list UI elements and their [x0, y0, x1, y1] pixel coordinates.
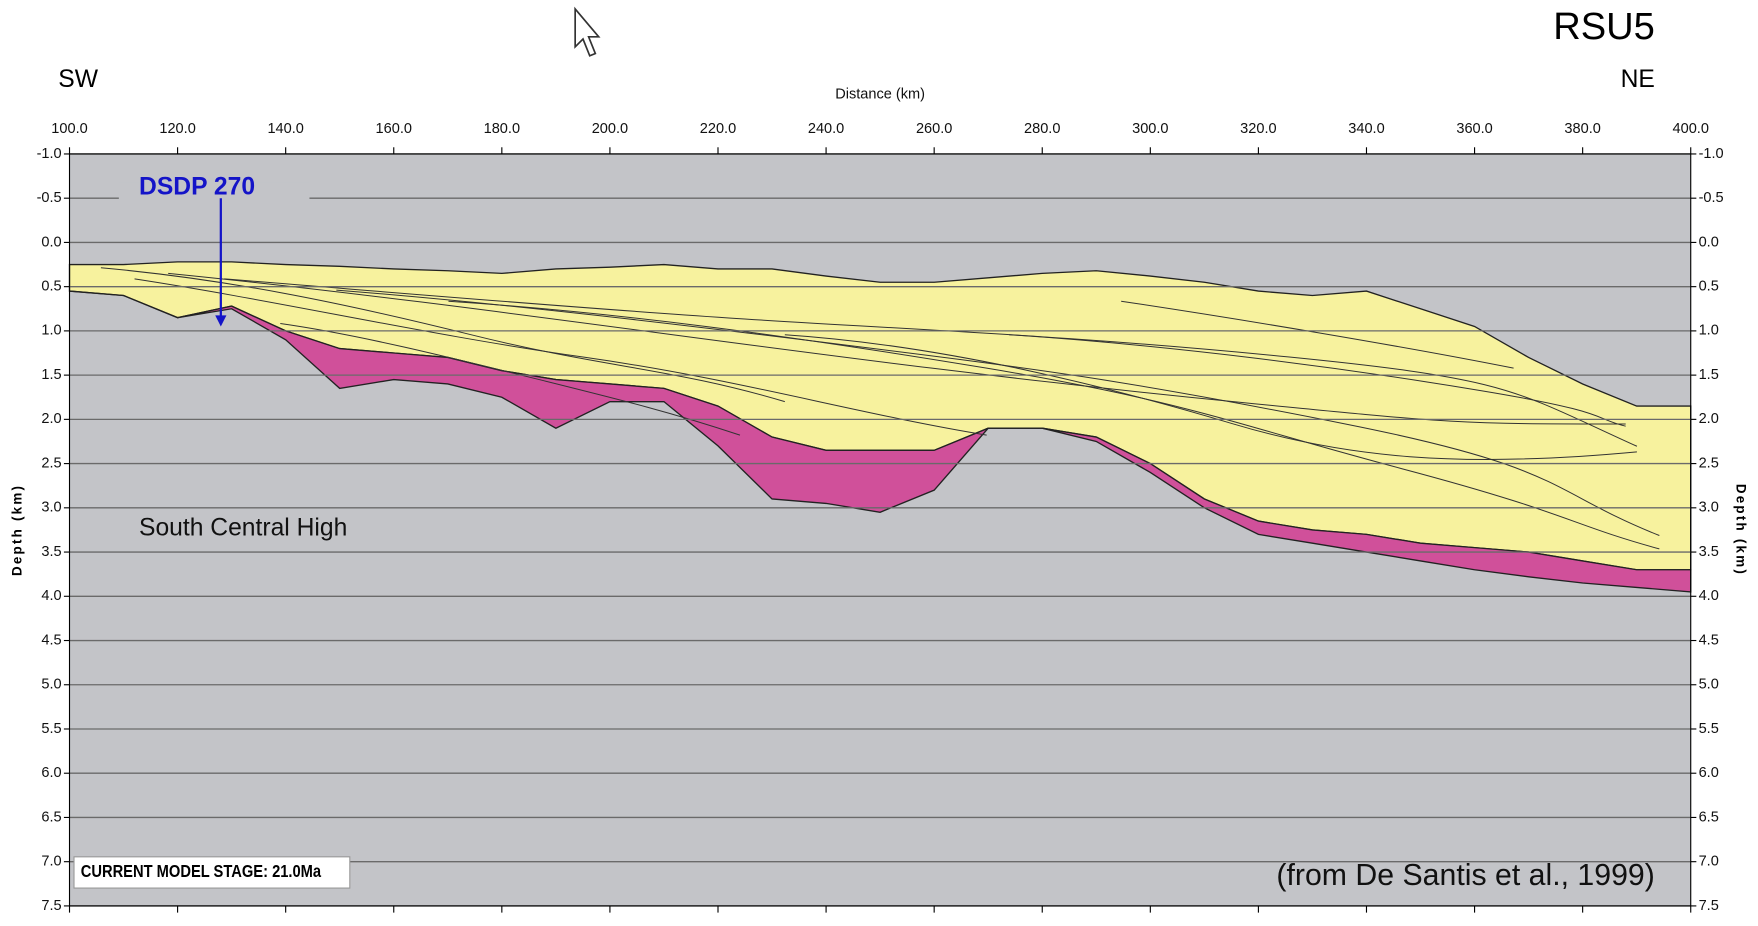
- y-tick-label-right: -1.0: [1699, 146, 1724, 162]
- y-tick-label-right: 2.0: [1699, 411, 1719, 427]
- y-tick-label: 2.0: [41, 411, 61, 427]
- x-tick-label: 280.0: [1024, 121, 1060, 137]
- y-tick-label-right: 3.0: [1699, 500, 1719, 516]
- x-tick-label: 320.0: [1240, 121, 1276, 137]
- y-tick-label: -0.5: [37, 190, 62, 206]
- y-tick-label-right: 4.0: [1699, 588, 1719, 604]
- y-tick-label-right: 4.5: [1699, 632, 1719, 648]
- x-tick-label: 160.0: [376, 121, 412, 137]
- x-tick-label: 200.0: [592, 121, 628, 137]
- x-tick-label: 340.0: [1348, 121, 1384, 137]
- x-tick-label: 240.0: [808, 121, 844, 137]
- x-tick-label: 120.0: [159, 121, 195, 137]
- y-tick-label-right: 7.5: [1699, 898, 1719, 914]
- y-tick-label: 4.0: [41, 588, 61, 604]
- chart-title: RSU5: [1553, 6, 1655, 48]
- y-tick-label: 6.0: [41, 765, 61, 781]
- well-label: DSDP 270: [139, 174, 255, 201]
- y-tick-label-right: 0.0: [1699, 234, 1719, 250]
- y-tick-label-right: 5.5: [1699, 721, 1719, 737]
- y-tick-label-right: 0.5: [1699, 279, 1719, 295]
- y-tick-label-right: 5.0: [1699, 677, 1719, 693]
- y-tick-label-right: -0.5: [1699, 190, 1724, 206]
- mouse-cursor: [575, 9, 599, 56]
- y-tick-label: 4.5: [41, 632, 61, 648]
- x-tick-label: 300.0: [1132, 121, 1168, 137]
- plot-area: -1.0 -1.0 -0.5 -0.5 0.0 0.0 0.5 0.5 1.0 1.0 1.5 1.5…: [37, 121, 1724, 913]
- y-axis-label-right: Depth (km): [1733, 484, 1748, 576]
- y-tick-label: 0.5: [41, 279, 61, 295]
- source-note: (from De Santis et al., 1999): [1276, 859, 1654, 892]
- y-tick-label: 7.5: [41, 898, 61, 914]
- stage-label: CURRENT MODEL STAGE: 21.0Ma: [81, 862, 322, 882]
- chart: RSU5 SW NE Distance (km) Depth (km) Dept…: [0, 0, 1758, 926]
- x-tick-label: 380.0: [1564, 121, 1600, 137]
- x-tick-label: 180.0: [484, 121, 520, 137]
- x-tick-label: 220.0: [700, 121, 736, 137]
- y-tick-label: 2.5: [41, 455, 61, 471]
- y-axis-label: Depth (km): [9, 484, 24, 576]
- y-tick-label: 6.5: [41, 809, 61, 825]
- x-tick-label: 260.0: [916, 121, 952, 137]
- y-tick-label-right: 6.5: [1699, 809, 1719, 825]
- x-tick-label: 360.0: [1456, 121, 1492, 137]
- y-tick-label-right: 2.5: [1699, 455, 1719, 471]
- y-tick-label: 7.0: [41, 854, 61, 870]
- x-tick-label: 140.0: [267, 121, 303, 137]
- right-direction: NE: [1621, 66, 1655, 93]
- y-tick-label: 1.0: [41, 323, 61, 339]
- y-tick-label: 3.0: [41, 500, 61, 516]
- x-axis-label: Distance (km): [835, 87, 925, 103]
- y-tick-label-right: 1.5: [1699, 367, 1719, 383]
- x-tick-label: 400.0: [1673, 121, 1709, 137]
- y-tick-label: 1.5: [41, 367, 61, 383]
- y-tick-label: 5.5: [41, 721, 61, 737]
- y-tick-label-right: 3.5: [1699, 544, 1719, 560]
- y-tick-label-right: 7.0: [1699, 854, 1719, 870]
- y-tick-label: 0.0: [41, 234, 61, 250]
- y-tick-label-right: 6.0: [1699, 765, 1719, 781]
- y-tick-label: 5.0: [41, 677, 61, 693]
- y-tick-label: -1.0: [37, 146, 62, 162]
- y-tick-label: 3.5: [41, 544, 61, 560]
- left-direction: SW: [58, 66, 99, 93]
- region-label: South Central High: [139, 514, 347, 541]
- x-tick-label: 100.0: [51, 121, 87, 137]
- y-tick-label-right: 1.0: [1699, 323, 1719, 339]
